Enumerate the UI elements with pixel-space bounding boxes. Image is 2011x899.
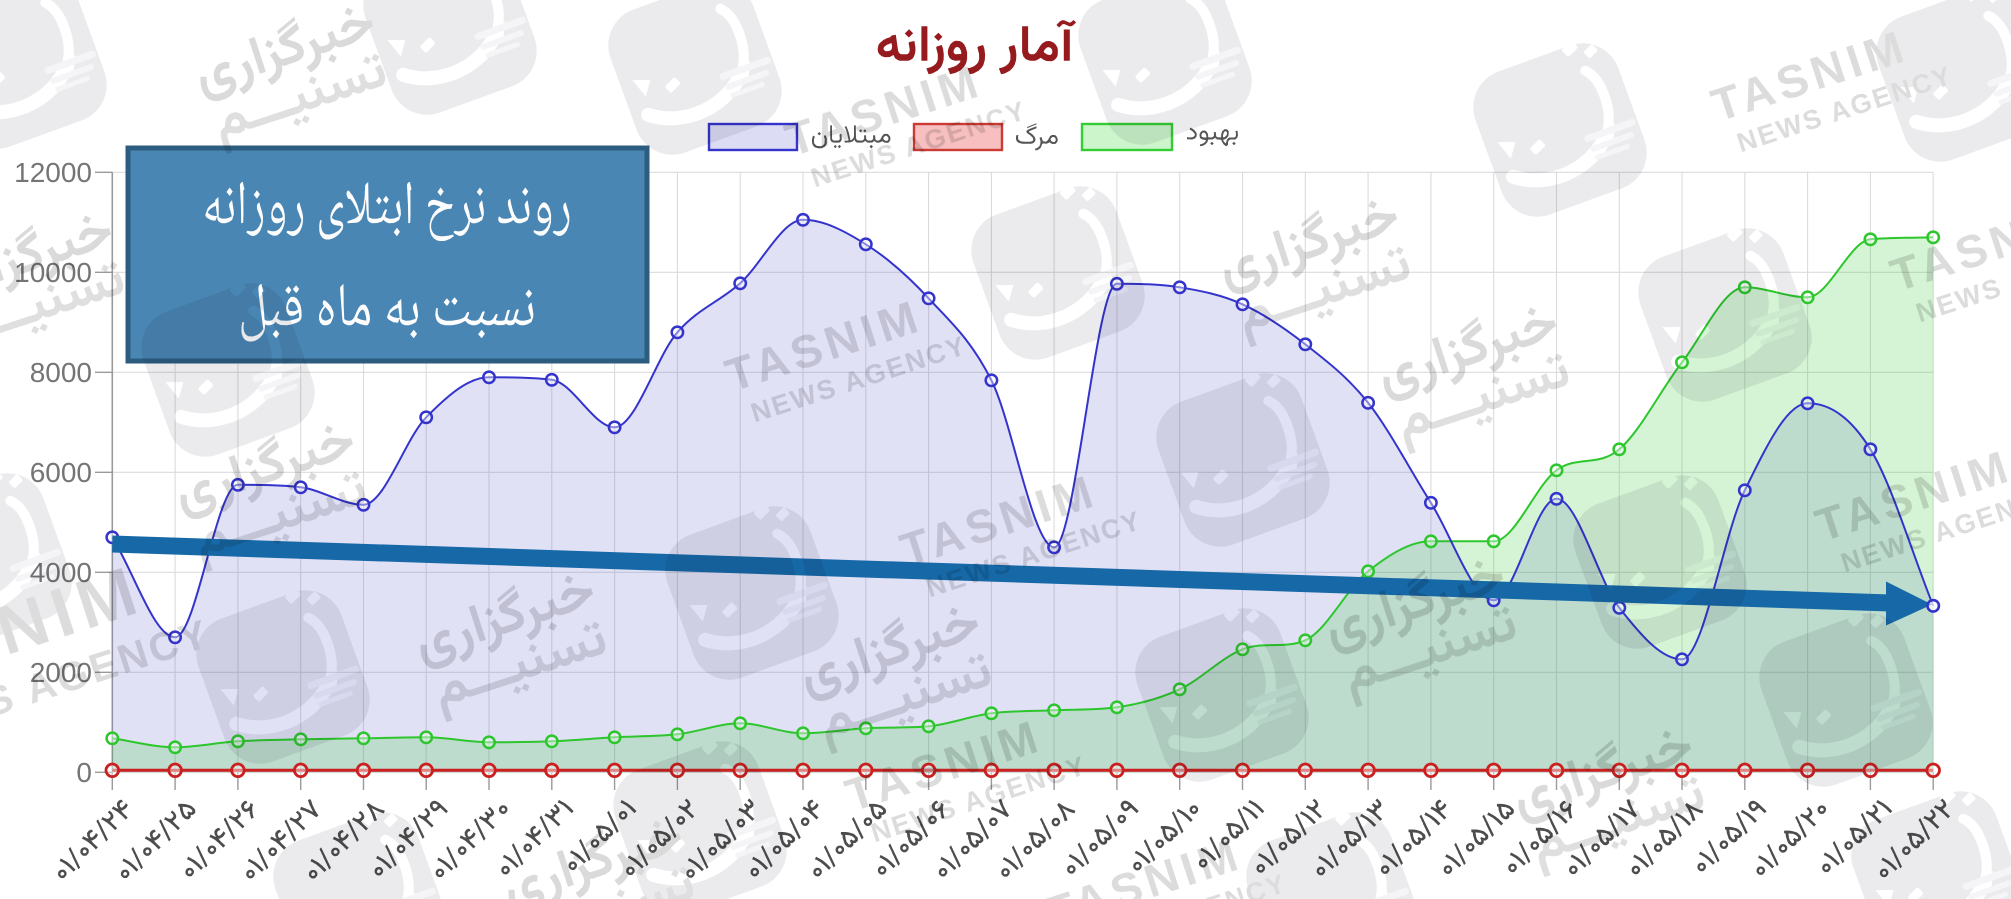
- svg-text:6000: 6000: [30, 457, 92, 488]
- svg-text:8000: 8000: [30, 357, 92, 388]
- svg-text:0: 0: [76, 757, 92, 788]
- svg-text:12000: 12000: [14, 157, 92, 188]
